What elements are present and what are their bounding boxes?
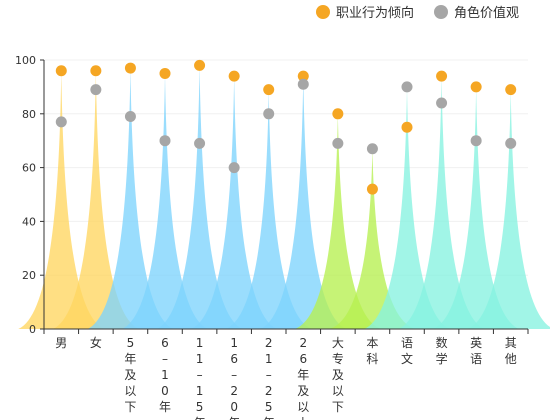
point-values-1[interactable]	[90, 84, 102, 96]
point-behavior-11[interactable]	[436, 70, 448, 82]
peak-area-12	[433, 86, 520, 330]
legend: 职业行为倾向 角色价值观	[316, 5, 519, 21]
point-values-0[interactable]	[55, 116, 67, 128]
point-values-5[interactable]	[228, 162, 240, 174]
point-behavior-5[interactable]	[228, 70, 240, 82]
peak-areas	[18, 65, 550, 330]
category-label-13: 其他	[505, 336, 517, 366]
legend-marker-1[interactable]	[434, 5, 448, 19]
category-label-11: 数学	[436, 335, 448, 366]
point-behavior-9[interactable]	[366, 183, 378, 195]
point-behavior-12[interactable]	[470, 81, 482, 93]
y-tick-label: 80	[22, 108, 36, 121]
point-behavior-8[interactable]	[332, 108, 344, 120]
category-label-2: 5 年及以下	[124, 336, 136, 414]
category-label-12: 英语	[470, 336, 482, 366]
point-values-10[interactable]	[401, 81, 413, 93]
peak-area-5	[191, 76, 278, 329]
point-behavior-13[interactable]	[505, 84, 517, 96]
point-behavior-10[interactable]	[401, 121, 413, 133]
peak-area-10	[364, 86, 450, 330]
category-label-1: 女	[90, 335, 102, 350]
category-label-10: 语文	[401, 336, 413, 366]
point-values-6[interactable]	[263, 108, 275, 120]
point-values-2[interactable]	[124, 110, 136, 122]
category-label-7: 26年及以上	[297, 336, 309, 420]
data-points	[55, 59, 517, 195]
peak-area-13	[467, 89, 550, 329]
point-values-11[interactable]	[436, 97, 448, 109]
category-label-8: 大专及以下	[332, 336, 344, 414]
peak-area-11	[398, 76, 485, 329]
peak-area-7	[260, 76, 347, 329]
peak-area-8	[294, 113, 381, 329]
peak-area-3	[122, 73, 208, 329]
point-values-3[interactable]	[159, 135, 171, 147]
legend-label-0[interactable]: 职业行为倾向	[336, 5, 414, 21]
legend-label-1[interactable]: 角色价值观	[454, 5, 519, 21]
grid	[44, 59, 528, 276]
category-label-6: 21–25年	[263, 336, 275, 420]
point-behavior-4[interactable]	[194, 59, 206, 71]
peak-area-6	[225, 89, 312, 329]
category-label-5: 16–20年	[228, 336, 240, 420]
point-values-13[interactable]	[505, 137, 517, 149]
legend-marker-0[interactable]	[316, 5, 330, 19]
category-label-3: 6–1 0 年	[159, 336, 171, 414]
y-tick-label: 0	[29, 323, 36, 336]
point-values-9[interactable]	[366, 143, 378, 155]
point-behavior-1[interactable]	[90, 65, 102, 77]
peak-area-0	[18, 70, 105, 329]
point-behavior-2[interactable]	[124, 62, 136, 74]
category-label-9: 本科	[366, 336, 378, 366]
point-behavior-6[interactable]	[263, 84, 275, 96]
point-behavior-3[interactable]	[159, 67, 171, 79]
peak-area-1	[52, 70, 139, 329]
point-values-8[interactable]	[332, 137, 344, 149]
point-values-4[interactable]	[194, 137, 206, 149]
y-tick-label: 60	[22, 162, 36, 175]
point-behavior-0[interactable]	[55, 65, 67, 77]
point-values-7[interactable]	[297, 78, 309, 90]
y-tick-label: 100	[15, 54, 36, 67]
point-values-12[interactable]	[470, 135, 482, 147]
y-tick-label: 40	[22, 215, 36, 228]
category-label-4: 11–15年	[194, 336, 206, 420]
point-behavior-7[interactable]	[297, 70, 309, 82]
axes: 0 20 40 60 80 100	[15, 54, 529, 336]
peak-area-2	[87, 68, 174, 329]
category-label-0: 男	[55, 336, 67, 350]
peak-area-4	[156, 65, 243, 329]
peak-area-9	[329, 148, 416, 329]
y-tick-label: 20	[22, 269, 36, 282]
